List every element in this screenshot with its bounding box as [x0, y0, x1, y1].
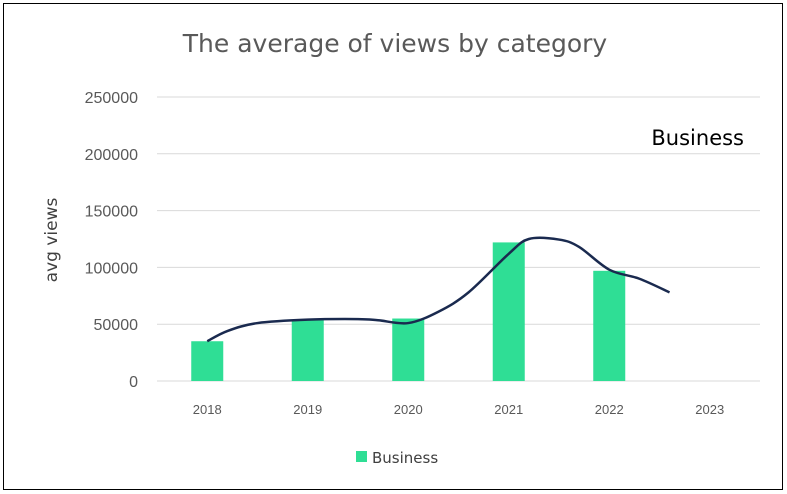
bar	[191, 341, 224, 381]
y-tick-label: 250000	[85, 90, 138, 107]
y-tick-label: 150000	[85, 204, 138, 221]
y-tick-label: 0	[129, 374, 138, 391]
y-tick-label: 50000	[94, 317, 139, 334]
y-axis-ticks: 0 50000 100000 150000 200000 250000	[85, 90, 138, 391]
bar	[291, 319, 324, 381]
x-tick-label: 2018	[193, 402, 222, 417]
y-tick-label: 200000	[85, 147, 138, 164]
bar	[392, 318, 425, 381]
x-tick-label: 2022	[595, 402, 624, 417]
bar	[593, 270, 626, 381]
series-annotation: Business	[651, 126, 744, 150]
y-tick-label: 100000	[85, 260, 138, 277]
trend-line	[206, 236, 671, 343]
x-tick-label: 2021	[494, 402, 523, 417]
y-axis-label: avg views	[42, 198, 62, 283]
bar-series	[191, 242, 626, 381]
chart-title: The average of views by category	[182, 29, 608, 58]
chart-frame	[3, 3, 783, 490]
legend-swatch	[356, 451, 367, 462]
x-tick-label: 2020	[394, 402, 423, 417]
x-tick-label: 2023	[695, 402, 724, 417]
legend: Business	[356, 449, 438, 467]
x-tick-label: 2019	[293, 402, 322, 417]
x-axis-ticks: 2018 2019 2020 2021 2022 2023	[193, 402, 724, 417]
legend-label: Business	[372, 449, 438, 467]
